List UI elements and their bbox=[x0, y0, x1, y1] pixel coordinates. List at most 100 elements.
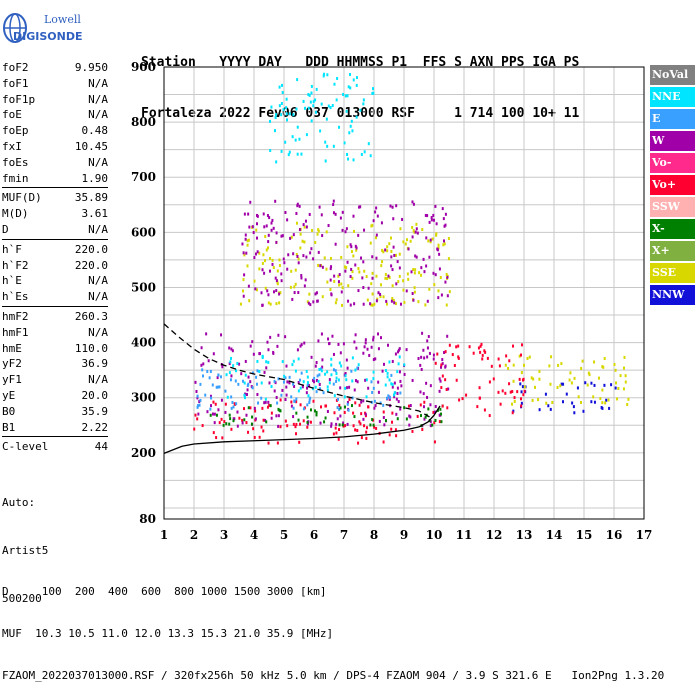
parameter-value: N/A bbox=[88, 325, 108, 339]
echo-point bbox=[370, 282, 373, 286]
echo-point bbox=[255, 222, 258, 226]
echo-point bbox=[388, 275, 391, 279]
echo-point bbox=[488, 414, 491, 418]
echo-point bbox=[465, 393, 468, 397]
echo-point bbox=[380, 221, 383, 225]
echo-point bbox=[385, 302, 388, 306]
echo-point bbox=[371, 255, 374, 259]
echo-point bbox=[206, 410, 209, 414]
echo-point bbox=[314, 292, 317, 296]
echo-point bbox=[283, 261, 286, 265]
echo-point bbox=[306, 383, 309, 387]
echo-point bbox=[310, 84, 313, 88]
echo-point bbox=[251, 386, 254, 390]
echo-point bbox=[335, 98, 338, 102]
legend-item: NoVal bbox=[650, 65, 695, 85]
echo-point bbox=[265, 420, 268, 424]
y-tick-label: 80 bbox=[139, 512, 156, 526]
echo-point bbox=[396, 391, 399, 395]
parameter-name: B1 bbox=[2, 420, 16, 434]
plot-frame bbox=[163, 66, 645, 520]
echo-point bbox=[248, 225, 251, 229]
echo-point bbox=[196, 405, 199, 409]
echo-point bbox=[324, 140, 327, 144]
echo-point bbox=[388, 242, 391, 246]
echo-point bbox=[275, 395, 278, 399]
echo-point bbox=[426, 299, 429, 303]
echo-point bbox=[290, 404, 293, 408]
echo-point bbox=[243, 381, 246, 385]
echo-point bbox=[352, 158, 355, 162]
echo-point bbox=[377, 347, 380, 351]
echo-point bbox=[434, 404, 437, 408]
echo-point bbox=[261, 261, 264, 265]
echo-point bbox=[272, 266, 275, 270]
echo-point bbox=[476, 405, 479, 409]
echo-point bbox=[280, 234, 283, 238]
echo-point bbox=[436, 352, 439, 356]
echo-point bbox=[339, 351, 342, 355]
echo-point bbox=[283, 374, 286, 378]
echo-point bbox=[236, 410, 239, 414]
echo-point bbox=[358, 270, 361, 274]
parameter-separator bbox=[2, 436, 108, 438]
echo-point bbox=[267, 301, 270, 305]
echo-point bbox=[361, 276, 364, 280]
echo-point bbox=[281, 388, 284, 392]
echo-point bbox=[344, 424, 347, 428]
echo-point bbox=[230, 427, 233, 431]
echo-point bbox=[384, 419, 387, 423]
echo-point bbox=[388, 433, 391, 437]
echo-point bbox=[391, 411, 394, 415]
echo-point bbox=[351, 270, 354, 274]
echo-point bbox=[210, 404, 213, 408]
echo-point bbox=[240, 372, 243, 376]
echo-point bbox=[560, 382, 563, 386]
echo-point bbox=[209, 413, 212, 417]
echo-point bbox=[526, 356, 529, 360]
echo-point bbox=[369, 302, 372, 306]
echo-point bbox=[402, 240, 405, 244]
echo-point bbox=[447, 237, 450, 241]
echo-point bbox=[341, 210, 344, 214]
echo-point bbox=[278, 85, 281, 89]
echo-point bbox=[272, 350, 275, 354]
echo-point bbox=[557, 363, 560, 367]
echo-point bbox=[372, 335, 375, 339]
echo-point bbox=[264, 235, 267, 239]
echo-point bbox=[299, 344, 302, 348]
echo-point bbox=[355, 346, 358, 350]
echo-point bbox=[194, 413, 197, 417]
parameter-row: B0 35.9 bbox=[2, 404, 108, 420]
echo-point bbox=[292, 359, 295, 363]
echo-point bbox=[271, 262, 274, 266]
echo-point bbox=[261, 268, 264, 272]
parameter-row: fmin 1.90 bbox=[2, 171, 108, 187]
echo-point bbox=[355, 76, 358, 80]
echo-point bbox=[422, 257, 425, 261]
echo-point bbox=[209, 394, 212, 398]
echo-point bbox=[251, 415, 254, 419]
echo-point bbox=[276, 344, 279, 348]
echo-point bbox=[306, 403, 309, 407]
echo-point bbox=[425, 381, 428, 385]
echo-point bbox=[317, 263, 320, 267]
parameter-value: N/A bbox=[88, 290, 108, 304]
echo-point bbox=[270, 105, 273, 109]
echo-point bbox=[232, 417, 235, 421]
echo-point bbox=[445, 272, 448, 276]
echo-point bbox=[273, 290, 276, 294]
echo-point bbox=[530, 376, 533, 380]
echo-point bbox=[338, 361, 341, 365]
echo-point bbox=[264, 418, 267, 422]
echo-point bbox=[346, 94, 349, 98]
echo-point bbox=[300, 274, 303, 278]
echo-point bbox=[270, 228, 273, 232]
echo-point bbox=[325, 230, 328, 234]
echo-point bbox=[235, 402, 238, 406]
parameter-row: hmF1 N/A bbox=[2, 325, 108, 341]
echo-point bbox=[308, 401, 311, 405]
echo-point bbox=[360, 412, 363, 416]
echo-point bbox=[241, 421, 244, 425]
echo-point bbox=[576, 386, 579, 390]
